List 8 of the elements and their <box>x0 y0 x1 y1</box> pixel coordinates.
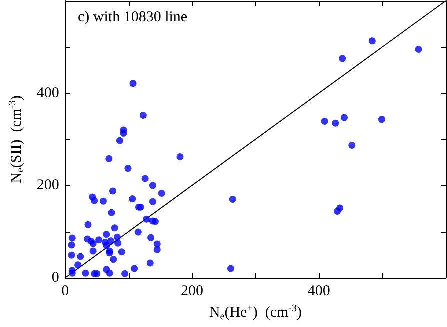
x-tick-label: 200 <box>181 284 204 300</box>
y-axis-title: Ne(SII) (cm-3) <box>8 96 26 184</box>
y-tick-label: 0 <box>52 270 60 286</box>
x-tick-label: 400 <box>308 284 330 300</box>
y-tick-label: 400 <box>36 85 60 102</box>
x-tick-label: 0 <box>62 284 70 300</box>
y-tick-label: 200 <box>36 178 60 194</box>
annotation: c) with 10830 line <box>78 10 188 26</box>
